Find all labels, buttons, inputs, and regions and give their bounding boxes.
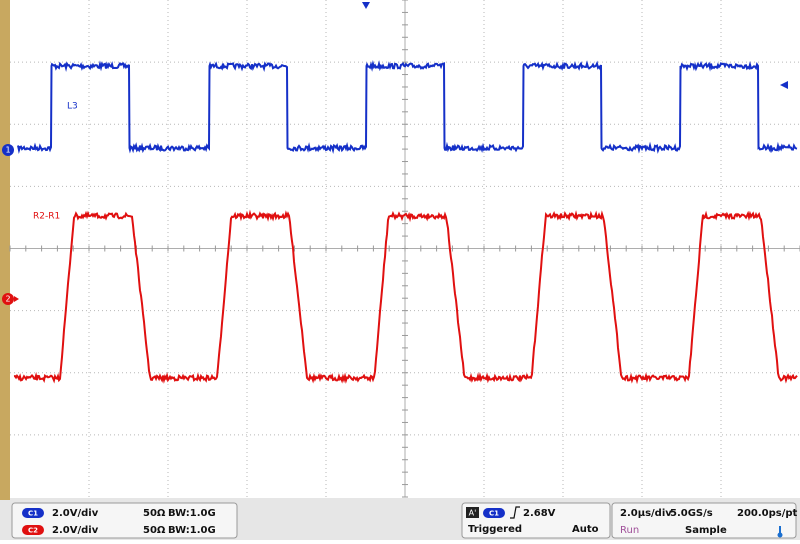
channel-badge-text: C2: [28, 527, 38, 535]
waveforms: [13, 60, 798, 385]
trigger-level-marker: [780, 81, 788, 89]
trigger-level: 2.68V: [523, 508, 556, 519]
vertical-scale: 2.0V/div: [52, 525, 99, 536]
channel-marker: [2, 293, 14, 305]
trigger-mode: A': [469, 509, 477, 518]
channel-marker: [2, 144, 14, 156]
impedance: 50Ω: [143, 525, 166, 536]
resolution: 200.0ps/pt: [737, 508, 798, 519]
trigger-position-marker: [362, 2, 370, 9]
vertical-scale: 2.0V/div: [52, 508, 99, 519]
channel-badge-text: C1: [28, 510, 38, 518]
channel-marker-label: 2: [5, 295, 10, 304]
waveform-channel-2: [13, 209, 798, 385]
trigger-state: Triggered: [468, 524, 522, 535]
channel-badge: [22, 508, 44, 518]
acquisition-panel[interactable]: [611, 502, 797, 539]
channel-arrow: [14, 296, 19, 302]
trace-label: L3: [67, 102, 78, 112]
run-state: Run: [620, 525, 639, 536]
impedance: 50Ω: [143, 508, 166, 519]
sample-rate: 5.0GS/s: [670, 508, 713, 519]
waveform-channel-1: [17, 60, 798, 155]
trigger-sweep: Auto: [572, 524, 599, 535]
bandwidth: BW:1.0G: [168, 525, 216, 536]
status-icon: [777, 532, 783, 538]
acquisition-mode: Sample: [685, 525, 727, 536]
timebase: 2.0µs/div: [620, 508, 672, 519]
bandwidth: BW:1.0G: [168, 508, 216, 519]
grid: [9, 0, 800, 498]
channel-badge: [22, 525, 44, 535]
trace-label: R2-R1: [33, 212, 60, 222]
trigger-source: C1: [489, 510, 499, 518]
channel-panel[interactable]: [11, 502, 238, 539]
left-border: [0, 0, 10, 500]
channel-marker-label: 1: [5, 146, 10, 155]
trigger-source-badge: [483, 508, 505, 518]
trigger-edge-icon: [510, 506, 520, 519]
trigger-mode-box: [466, 507, 479, 518]
